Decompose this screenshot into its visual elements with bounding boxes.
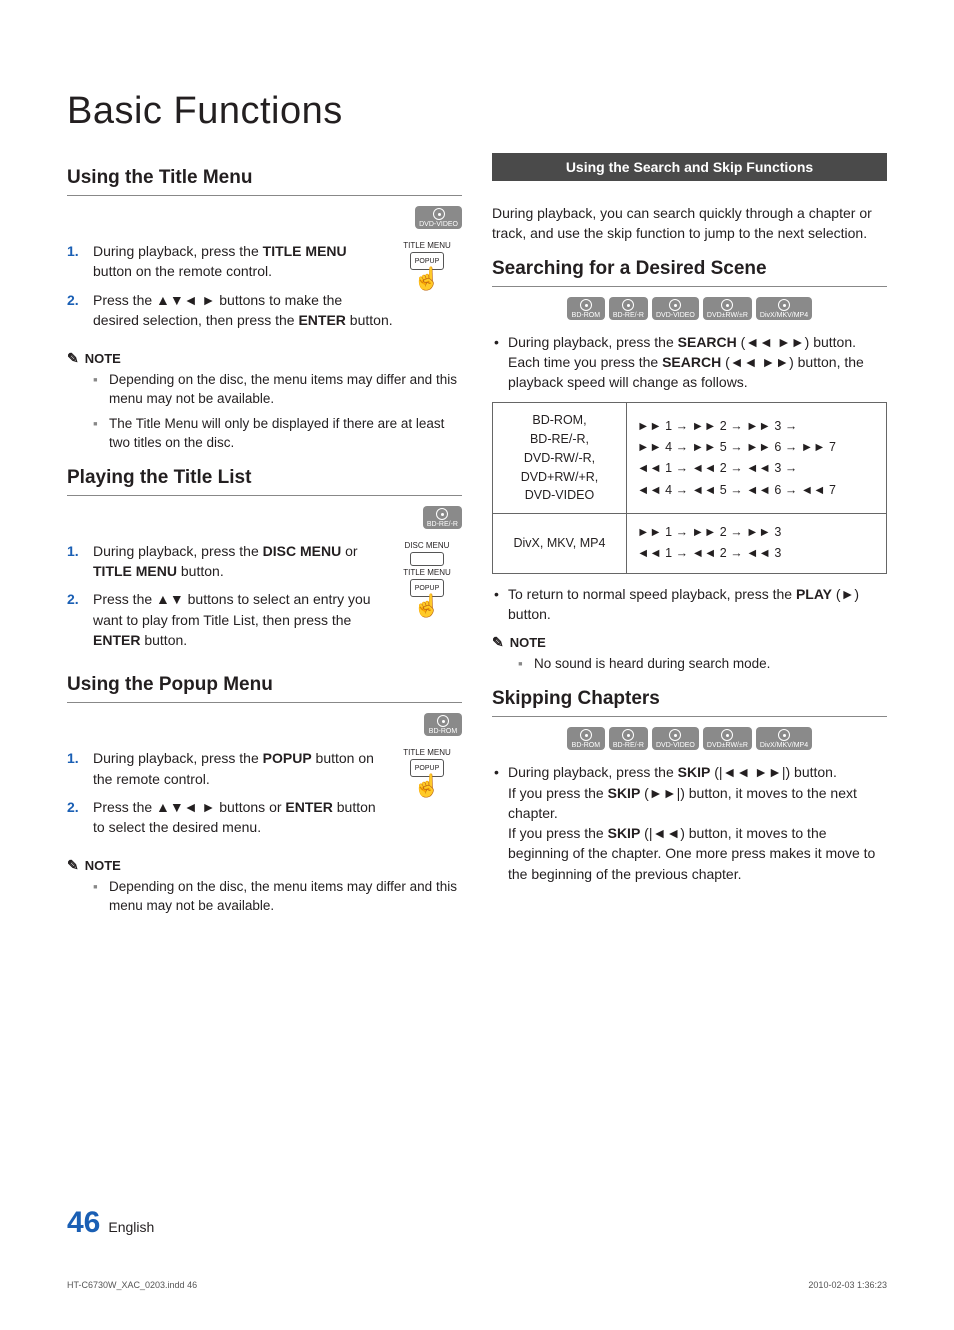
bullet-list: During playback, press the SKIP (|◄◄ ►►|… [492, 762, 887, 884]
note-item: Depending on the disc, the menu items ma… [93, 878, 462, 916]
page-footer: 46 English [67, 1206, 154, 1240]
steps-list: During playback, press the DISC MENU or … [67, 541, 462, 650]
step-item: Press the ▲▼◄ ► buttons to make the desi… [67, 290, 462, 331]
intro-text: During playback, you can search quickly … [492, 203, 887, 244]
badge-label: BD-RE/-R [613, 742, 644, 749]
badge-dvd-rw-r: DVD±RW/±R [703, 297, 752, 320]
note-item: No sound is heard during search mode. [518, 655, 887, 674]
print-file: HT-C6730W_XAC_0203.indd 46 [67, 1280, 197, 1290]
print-timestamp: 2010-02-03 1:36:23 [808, 1280, 887, 1290]
step-item: During playback, press the DISC MENU or … [67, 541, 462, 582]
speed-table: BD-ROM, BD-RE/-R, DVD-RW/-R, DVD+RW/+R, … [492, 402, 887, 573]
bullet-item: To return to normal speed playback, pres… [492, 584, 887, 625]
notes-list: Depending on the disc, the menu items ma… [67, 878, 462, 916]
badge-bd-rom: BD-ROM [567, 297, 605, 320]
note-item: The Title Menu will only be displayed if… [93, 415, 462, 453]
badge-label: BD-ROM [429, 728, 457, 735]
badge-label: BD-RE/-R [613, 312, 644, 319]
disc-badges: BD-ROM BD-RE/-R DVD-VIDEO DVD±RW/±R DivX… [492, 727, 887, 750]
page-language: English [108, 1219, 154, 1235]
section-heading: Searching for a Desired Scene [492, 258, 887, 287]
bullet-item: During playback, press the SEARCH (◄◄ ►►… [492, 332, 887, 393]
badge-label: DVD±RW/±R [707, 312, 748, 319]
disc-badges: DVD-VIDEO [67, 206, 462, 229]
note-item: Depending on the disc, the menu items ma… [93, 371, 462, 409]
page-title: Basic Functions [67, 90, 887, 133]
step-item: During playback, press the TITLE MENU bu… [67, 241, 462, 282]
badge-bd-re-r: BD-RE/-R [609, 727, 648, 750]
disc-badges: BD-RE/-R [67, 506, 462, 529]
table-row: DivX, MKV, MP4 ►► 1 → ►► 2 → ►► 3 ◄◄ 1 →… [493, 514, 887, 574]
step-item: Press the ▲▼◄ ► buttons or ENTER button … [67, 797, 462, 838]
badge-bd-re-r: BD-RE/-R [423, 506, 462, 529]
table-row: BD-ROM, BD-RE/-R, DVD-RW/-R, DVD+RW/+R, … [493, 403, 887, 514]
badge-label: DVD-VIDEO [656, 312, 695, 319]
notes-list: No sound is heard during search mode. [492, 655, 887, 674]
badge-label: DivX/MKV/MP4 [760, 742, 808, 749]
badge-bd-re-r: BD-RE/-R [609, 297, 648, 320]
disc-badges: BD-ROM [67, 713, 462, 736]
section-heading: Using the Popup Menu [67, 674, 462, 703]
right-column: Using the Search and Skip Functions Duri… [492, 153, 887, 922]
columns: Using the Title Menu DVD-VIDEO TITLE MEN… [67, 153, 887, 922]
print-metadata: HT-C6730W_XAC_0203.indd 46 2010-02-03 1:… [67, 1280, 887, 1290]
table-cell: ►► 1 → ►► 2 → ►► 3 ◄◄ 1 → ◄◄ 2 → ◄◄ 3 [626, 514, 886, 574]
disc-badges: BD-ROM BD-RE/-R DVD-VIDEO DVD±RW/±R DivX… [492, 297, 887, 320]
bullet-list: To return to normal speed playback, pres… [492, 584, 887, 625]
badge-label: BD-RE/-R [427, 521, 458, 528]
badge-divx-mkv-mp4: DivX/MKV/MP4 [756, 297, 812, 320]
note-heading: NOTE [67, 857, 462, 874]
badge-label: BD-ROM [572, 742, 600, 749]
section-heading: Playing the Title List [67, 467, 462, 496]
page-number: 46 [67, 1206, 100, 1240]
bullet-item: During playback, press the SKIP (|◄◄ ►►|… [492, 762, 887, 884]
badge-label: DVD-VIDEO [656, 742, 695, 749]
badge-label: DivX/MKV/MP4 [760, 312, 808, 319]
badge-label: BD-ROM [572, 312, 600, 319]
badge-dvd-video: DVD-VIDEO [652, 297, 699, 320]
badge-label: DVD±RW/±R [707, 742, 748, 749]
badge-divx-mkv-mp4: DivX/MKV/MP4 [756, 727, 812, 750]
note-heading: NOTE [492, 634, 887, 651]
badge-dvd-rw-r: DVD±RW/±R [703, 727, 752, 750]
table-cell: BD-ROM, BD-RE/-R, DVD-RW/-R, DVD+RW/+R, … [493, 403, 627, 514]
badge-dvd-video: DVD-VIDEO [415, 206, 462, 229]
left-column: Using the Title Menu DVD-VIDEO TITLE MEN… [67, 153, 462, 922]
table-cell: DivX, MKV, MP4 [493, 514, 627, 574]
badge-dvd-video: DVD-VIDEO [652, 727, 699, 750]
bullet-list: During playback, press the SEARCH (◄◄ ►►… [492, 332, 887, 393]
notes-list: Depending on the disc, the menu items ma… [67, 371, 462, 453]
section-heading: Using the Title Menu [67, 167, 462, 196]
badge-bd-rom: BD-ROM [567, 727, 605, 750]
page: Basic Functions Using the Title Menu DVD… [67, 90, 887, 1290]
step-item: During playback, press the POPUP button … [67, 748, 462, 789]
section-heading: Skipping Chapters [492, 688, 887, 717]
badge-label: DVD-VIDEO [419, 221, 458, 228]
section-banner: Using the Search and Skip Functions [492, 153, 887, 181]
step-item: Press the ▲▼ buttons to select an entry … [67, 589, 462, 650]
badge-bd-rom: BD-ROM [424, 713, 462, 736]
note-heading: NOTE [67, 350, 462, 367]
table-cell: ►► 1 → ►► 2 → ►► 3 → ►► 4 → ►► 5 → ►► 6 … [626, 403, 886, 514]
